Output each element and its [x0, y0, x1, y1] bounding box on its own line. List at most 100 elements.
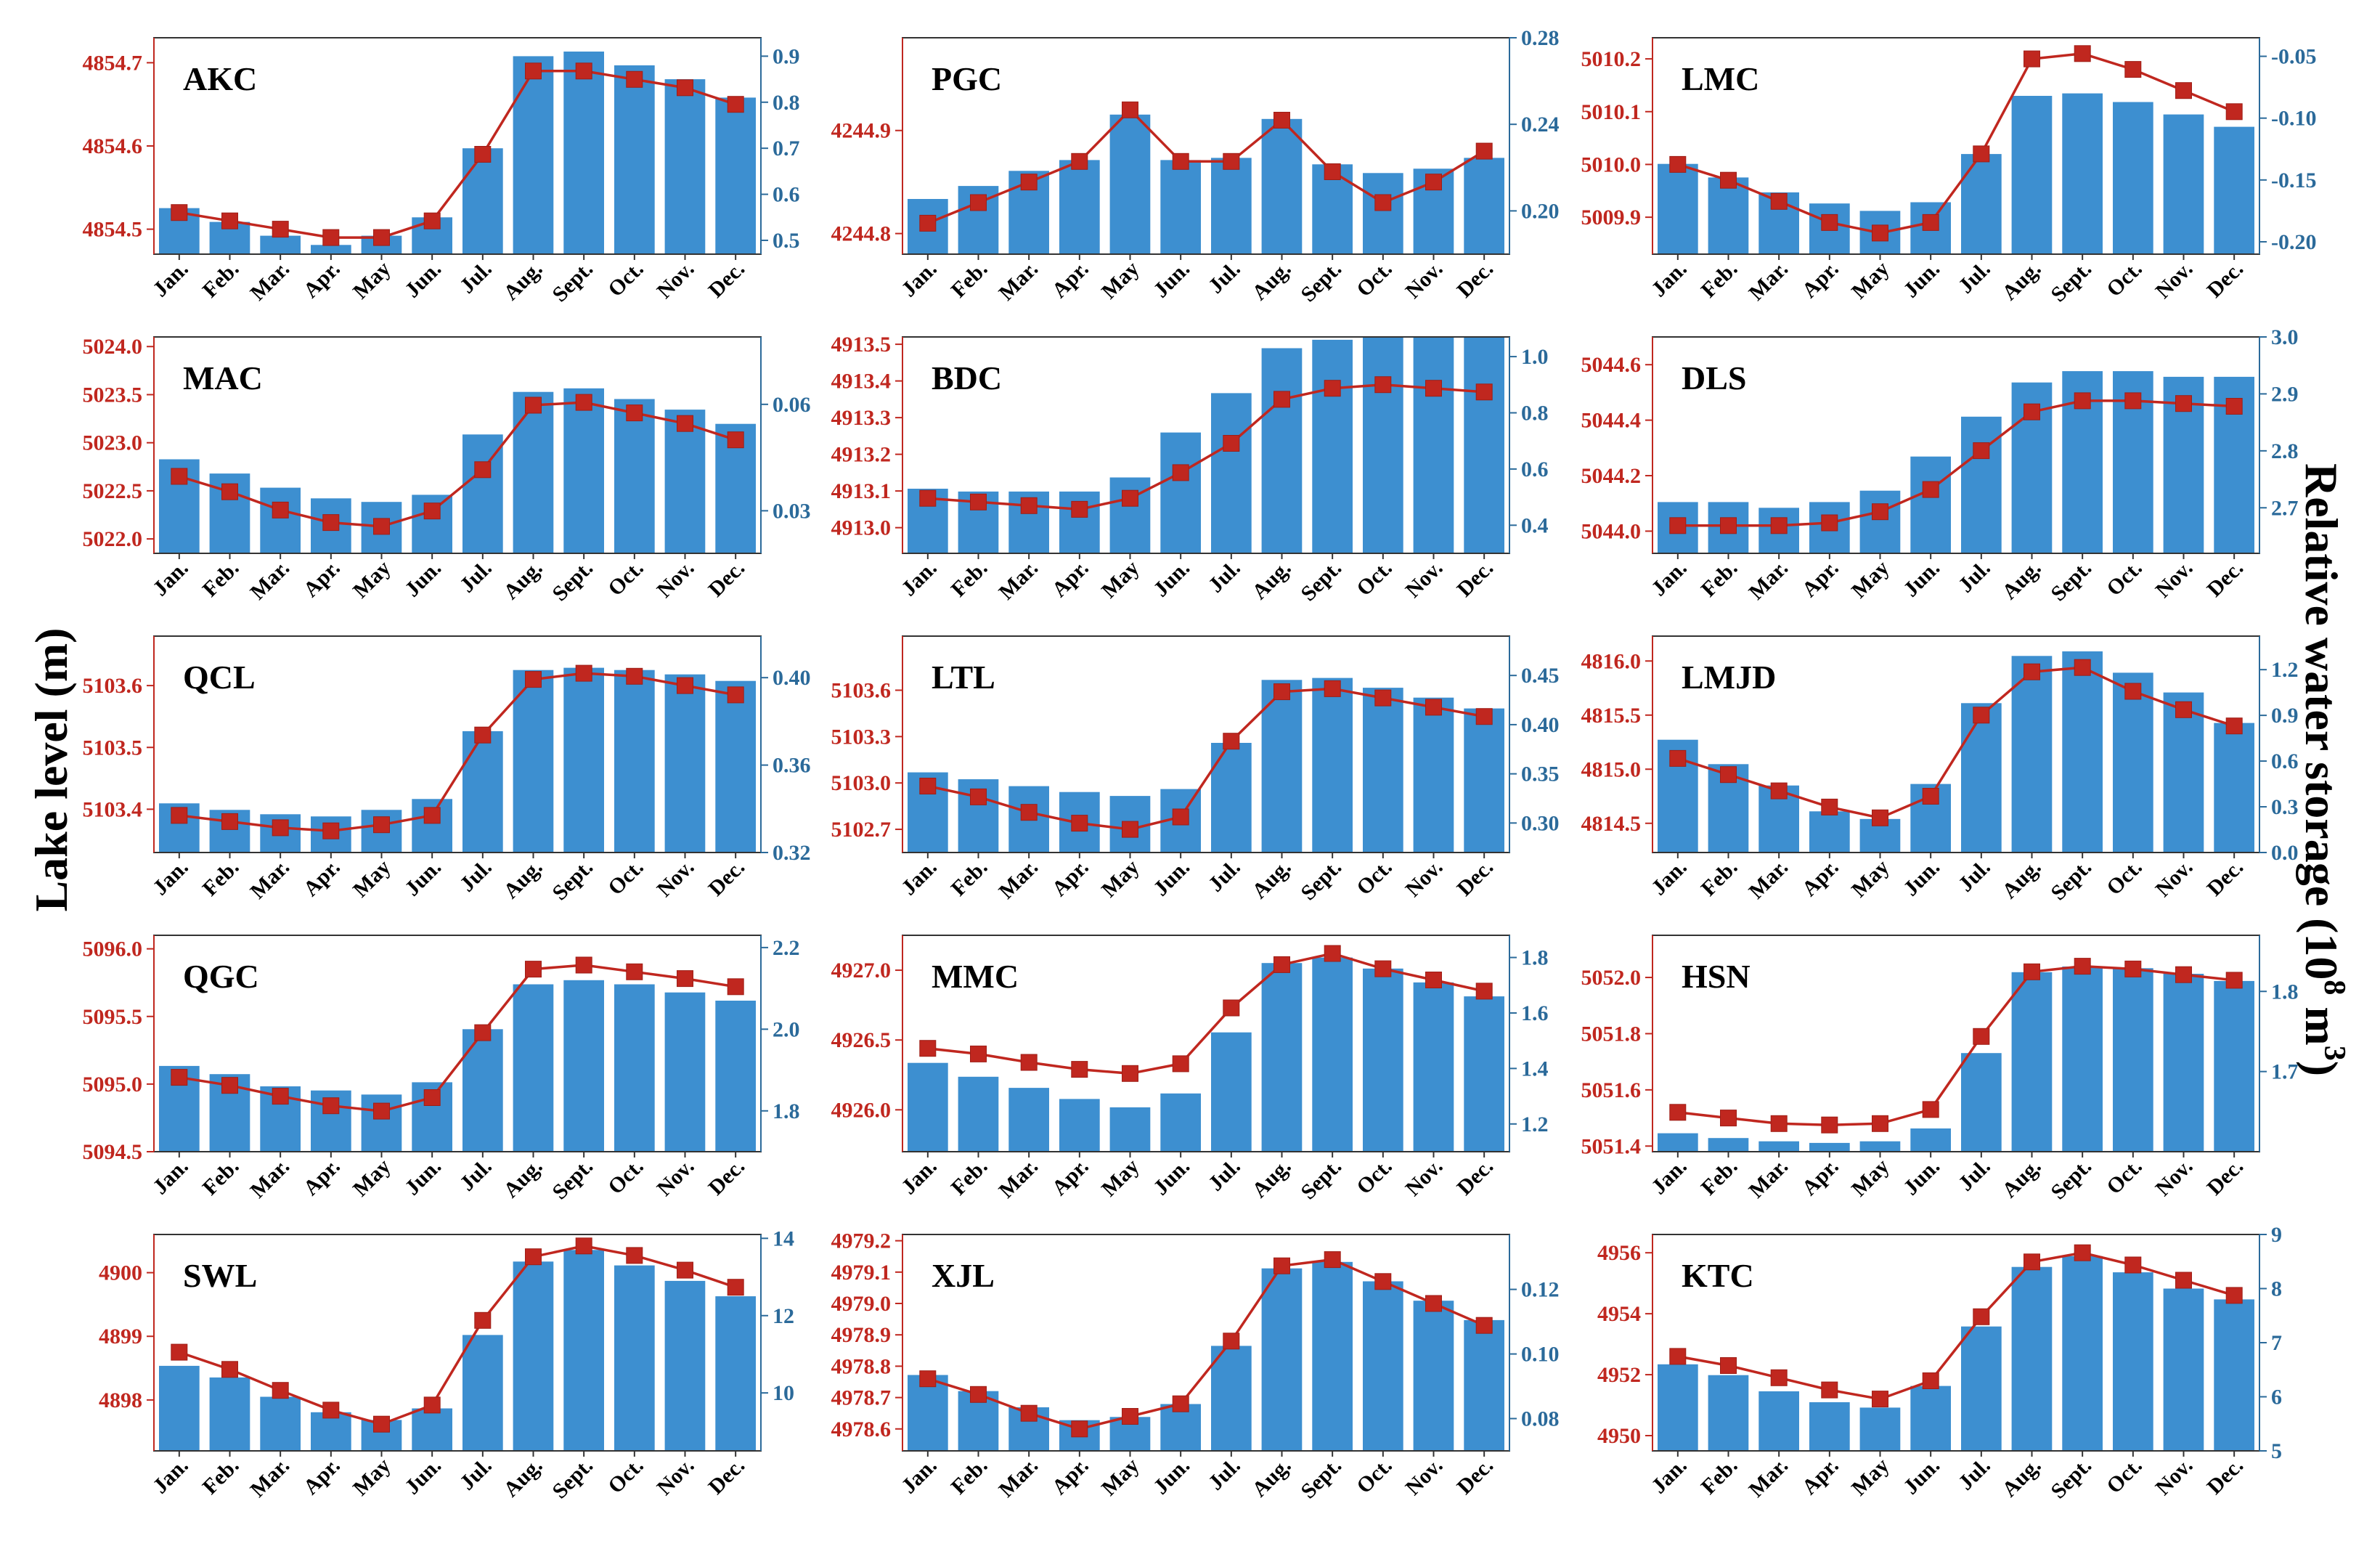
lake-level-marker [1223, 1333, 1240, 1350]
lake-level-marker [970, 788, 987, 805]
lake-level-marker [626, 1247, 643, 1264]
x-tick-label: Feb. [1697, 855, 1743, 901]
x-tick-label: Feb. [947, 855, 993, 901]
lake-level-marker [1821, 514, 1838, 532]
x-tick-label: Jun. [1899, 855, 1944, 901]
storage-bar [614, 65, 655, 254]
lake-level-marker [970, 1386, 987, 1403]
x-tick-label: Jun. [1149, 1155, 1194, 1200]
lake-level-marker [171, 1343, 188, 1361]
lake-level-marker [2024, 963, 2040, 980]
storage-bar [664, 674, 706, 853]
x-tick-label: Oct. [1352, 257, 1397, 302]
x-tick-label: Nov. [652, 257, 698, 304]
storage-bar [1464, 158, 1504, 254]
x-tick-label: Sept. [2046, 855, 2096, 906]
lake-level-marker [1872, 224, 1888, 242]
panel-title: LMJD [1682, 659, 1776, 696]
x-tick-label: Jul. [455, 1454, 497, 1495]
lake-level-marker [727, 431, 744, 449]
x-tick-label: Sept. [2046, 556, 2096, 606]
x-tick-label: Apr. [299, 1454, 345, 1500]
storage-bar [715, 1001, 756, 1152]
storage-bar [1413, 1301, 1454, 1451]
lake-level-marker [2024, 1253, 2040, 1271]
left-tick-label: 4978.8 [831, 1354, 892, 1378]
x-tick-label: Sept. [547, 1155, 598, 1205]
y-axis-label-storage-unit: m [2296, 995, 2347, 1045]
right-tick-label: 8 [2271, 1277, 2282, 1301]
storage-bar [1961, 416, 2002, 553]
x-tick-label: Feb. [198, 556, 244, 602]
lake-level-marker [1020, 174, 1038, 191]
lake-level-line [179, 672, 736, 832]
storage-bar [311, 1412, 351, 1451]
storage-bar [908, 1062, 948, 1152]
x-tick-label: Mar. [994, 257, 1043, 306]
x-tick-label: Oct. [1352, 1454, 1397, 1499]
left-tick-label: 5103.0 [831, 771, 892, 795]
storage-bar [2011, 656, 2053, 853]
x-tick-label: May [1097, 257, 1144, 304]
x-tick-label: Jun. [400, 1155, 446, 1200]
lake-level-marker [919, 778, 937, 794]
storage-bar [1658, 1133, 1698, 1152]
left-tick-label: 5095.5 [83, 1005, 143, 1029]
storage-bar [664, 410, 706, 553]
storage-bar [1809, 1402, 1850, 1451]
lake-level-marker [1821, 1381, 1838, 1399]
lake-level-line [927, 952, 1485, 1075]
x-tick-label: Nov. [652, 556, 698, 603]
x-tick-label: Mar. [994, 855, 1043, 904]
lake-level-marker [919, 214, 937, 232]
lake-level-marker [1872, 503, 1888, 521]
lake-level-marker [1273, 683, 1290, 701]
panel-bdc: 4913.0 4913.1 4913.2 4913.3 4913.4 4913.5 0.4 0… [831, 333, 1549, 606]
right-tick-label: 1.8 [1521, 946, 1549, 970]
lake-level-marker [1122, 101, 1138, 118]
lake-level-line [179, 70, 736, 239]
x-tick-label: Nov. [2151, 556, 2197, 603]
storage-bar [1464, 708, 1504, 853]
storage-bar [1211, 158, 1252, 254]
panel-pgc: 4244.8 4244.9 0.20 0.24 0.28 Jan. Feb. Mar. Apr.… [831, 26, 1560, 306]
x-tick-label: Jul. [1204, 257, 1245, 298]
storage-bar [2214, 126, 2254, 254]
storage-bar [1059, 160, 1100, 254]
lake-level-marker [1973, 145, 1990, 163]
lake-level-marker [1374, 960, 1392, 977]
lake-level-marker [1770, 1115, 1788, 1132]
lake-level-line [1677, 399, 2235, 527]
left-tick-label: 4854.7 [83, 51, 143, 75]
lake-level-marker [1425, 699, 1442, 716]
storage-bar [2011, 972, 2053, 1152]
right-tick-label: 0.6 [773, 183, 800, 207]
lake-level-marker [373, 1415, 390, 1433]
storage-bar [2011, 96, 2053, 254]
right-tick-label: 0.32 [773, 841, 811, 865]
lake-level-line [179, 401, 736, 528]
x-tick-label: Apr. [1798, 855, 1843, 901]
lake-level-marker [474, 726, 492, 744]
x-tick-label: Oct. [603, 855, 648, 900]
lake-level-marker [2175, 966, 2192, 983]
lake-level-marker [1324, 380, 1341, 397]
storage-bar [1658, 163, 1698, 254]
right-tick-label: 1.0 [1521, 345, 1549, 369]
x-tick-label: Jul. [455, 855, 497, 897]
left-tick-label: 4952 [1597, 1363, 1641, 1387]
right-tick-label: 0.06 [773, 393, 811, 417]
x-tick-label: Aug. [499, 556, 547, 604]
lake-level-marker [1475, 708, 1493, 725]
right-tick-label: 1.2 [1521, 1112, 1549, 1136]
x-tick-label: Apr. [299, 556, 345, 602]
storage-bar [1109, 477, 1151, 553]
x-tick-label: May [1097, 556, 1144, 603]
lake-level-marker [423, 807, 441, 824]
storage-bar [958, 1076, 999, 1152]
storage-bar [1211, 1346, 1252, 1451]
storage-bar [1363, 1281, 1403, 1451]
storage-bar [715, 680, 756, 853]
lake-level-marker [474, 1311, 492, 1329]
